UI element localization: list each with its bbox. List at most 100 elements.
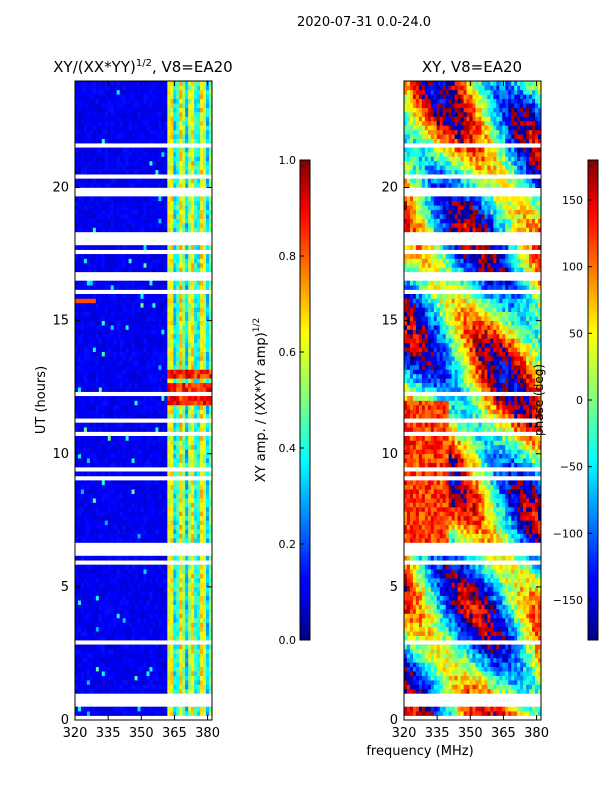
amplitude-cell (191, 626, 195, 632)
amplitude-cell (209, 245, 213, 250)
amplitude-cell (131, 262, 135, 268)
amplitude-cell (80, 360, 85, 366)
amplitude-cell (137, 200, 141, 206)
amplitude-cell (200, 178, 204, 184)
amplitude-cell (149, 582, 153, 588)
amplitude-cell (167, 200, 171, 206)
amplitude-cell (158, 218, 162, 224)
amplitude-cell (134, 342, 138, 348)
amplitude-cell (140, 356, 144, 361)
amplitude-cell (98, 653, 103, 659)
amplitude-cell (146, 160, 150, 166)
amplitude-cell (95, 160, 100, 166)
amplitude-cell (188, 152, 192, 157)
amplitude-cell (92, 311, 97, 317)
amplitude-cell (179, 458, 183, 463)
amplitude-cell (164, 582, 168, 588)
amplitude-cell (155, 409, 159, 415)
amplitude-cell (197, 196, 201, 202)
amplitude-cell (119, 267, 124, 273)
amplitude-cell (155, 666, 159, 672)
amplitude-cell (176, 507, 180, 512)
amplitude-cell (75, 489, 79, 494)
amplitude-cell (170, 595, 174, 601)
amplitude-cell (140, 333, 144, 339)
amplitude-cell (101, 214, 106, 219)
amplitude-cell (137, 258, 141, 264)
amplitude-cell (83, 196, 88, 202)
amplitude-cell (164, 591, 168, 597)
amplitude-cell (95, 196, 100, 202)
amplitude-cell (92, 644, 97, 650)
amplitude-cell (152, 227, 156, 233)
amplitude-cell (107, 688, 112, 694)
amplitude-cell (206, 409, 210, 415)
amplitude-cell (203, 484, 207, 490)
amplitude-cell (134, 524, 138, 530)
amplitude-cell (188, 520, 192, 526)
amplitude-cell (104, 205, 109, 210)
amplitude-cell (173, 294, 177, 299)
amplitude-cell (149, 320, 153, 326)
amplitude-cell (116, 604, 121, 610)
amplitude-cell (113, 342, 118, 348)
amplitude-cell (101, 684, 106, 690)
amplitude-row (75, 635, 213, 641)
amplitude-cell (116, 347, 121, 352)
amplitude-cell (122, 227, 127, 233)
amplitude-cell (110, 245, 115, 250)
amplitude-cell (125, 671, 130, 676)
amplitude-cell (137, 449, 141, 455)
amplitude-cell (173, 502, 177, 508)
amplitude-cell (101, 209, 106, 215)
amplitude-cell (200, 152, 204, 157)
amplitude-cell (110, 644, 115, 650)
amplitude-cell (140, 635, 144, 641)
amplitude-cell (206, 662, 210, 668)
amplitude-cell (140, 351, 144, 357)
amplitude-cell (116, 480, 121, 486)
amplitude-cell (101, 511, 106, 517)
amplitude-cell (194, 675, 198, 681)
amplitude-cell (104, 347, 109, 352)
amplitude-cell (158, 507, 162, 512)
amplitude-cell (161, 307, 165, 313)
amplitude-cell (197, 444, 201, 450)
amplitude-cell (143, 307, 147, 313)
amplitude-cell (200, 400, 204, 406)
amplitude-cell (98, 422, 103, 428)
amplitude-cell (173, 373, 177, 379)
amplitude-cell (92, 498, 97, 503)
amplitude-cell (86, 147, 91, 153)
amplitude-cell (131, 617, 135, 623)
amplitude-cell (104, 311, 109, 317)
amplitude-cell (77, 515, 82, 521)
amplitude-cell (89, 573, 94, 579)
amplitude-cell (188, 644, 192, 650)
amplitude-cell (140, 484, 144, 490)
amplitude-cell (185, 635, 189, 641)
amplitude-cell (191, 493, 195, 499)
amplitude-cell (110, 342, 115, 348)
amplitude-cell (179, 680, 183, 685)
amplitude-cell (122, 387, 127, 392)
amplitude-cell (149, 196, 153, 202)
amplitude-cell (113, 564, 118, 570)
amplitude-cell (134, 138, 138, 144)
amplitude-cell (200, 657, 204, 663)
amplitude-cell (128, 680, 132, 685)
amplitude-cell (152, 400, 156, 406)
amplitude-cell (104, 280, 109, 286)
amplitude-cell (92, 480, 97, 486)
amplitude-cell (143, 600, 147, 605)
amplitude-cell (110, 165, 115, 171)
amplitude-cell (86, 564, 91, 570)
amplitude-cell (209, 316, 213, 321)
amplitude-cell (167, 711, 171, 716)
amplitude-cell (116, 511, 121, 517)
amplitude-cell (164, 165, 168, 171)
amplitude-cell (146, 444, 150, 450)
amplitude-cell (107, 422, 112, 428)
amplitude-cell (75, 396, 79, 401)
amplitude-cell (158, 169, 162, 175)
